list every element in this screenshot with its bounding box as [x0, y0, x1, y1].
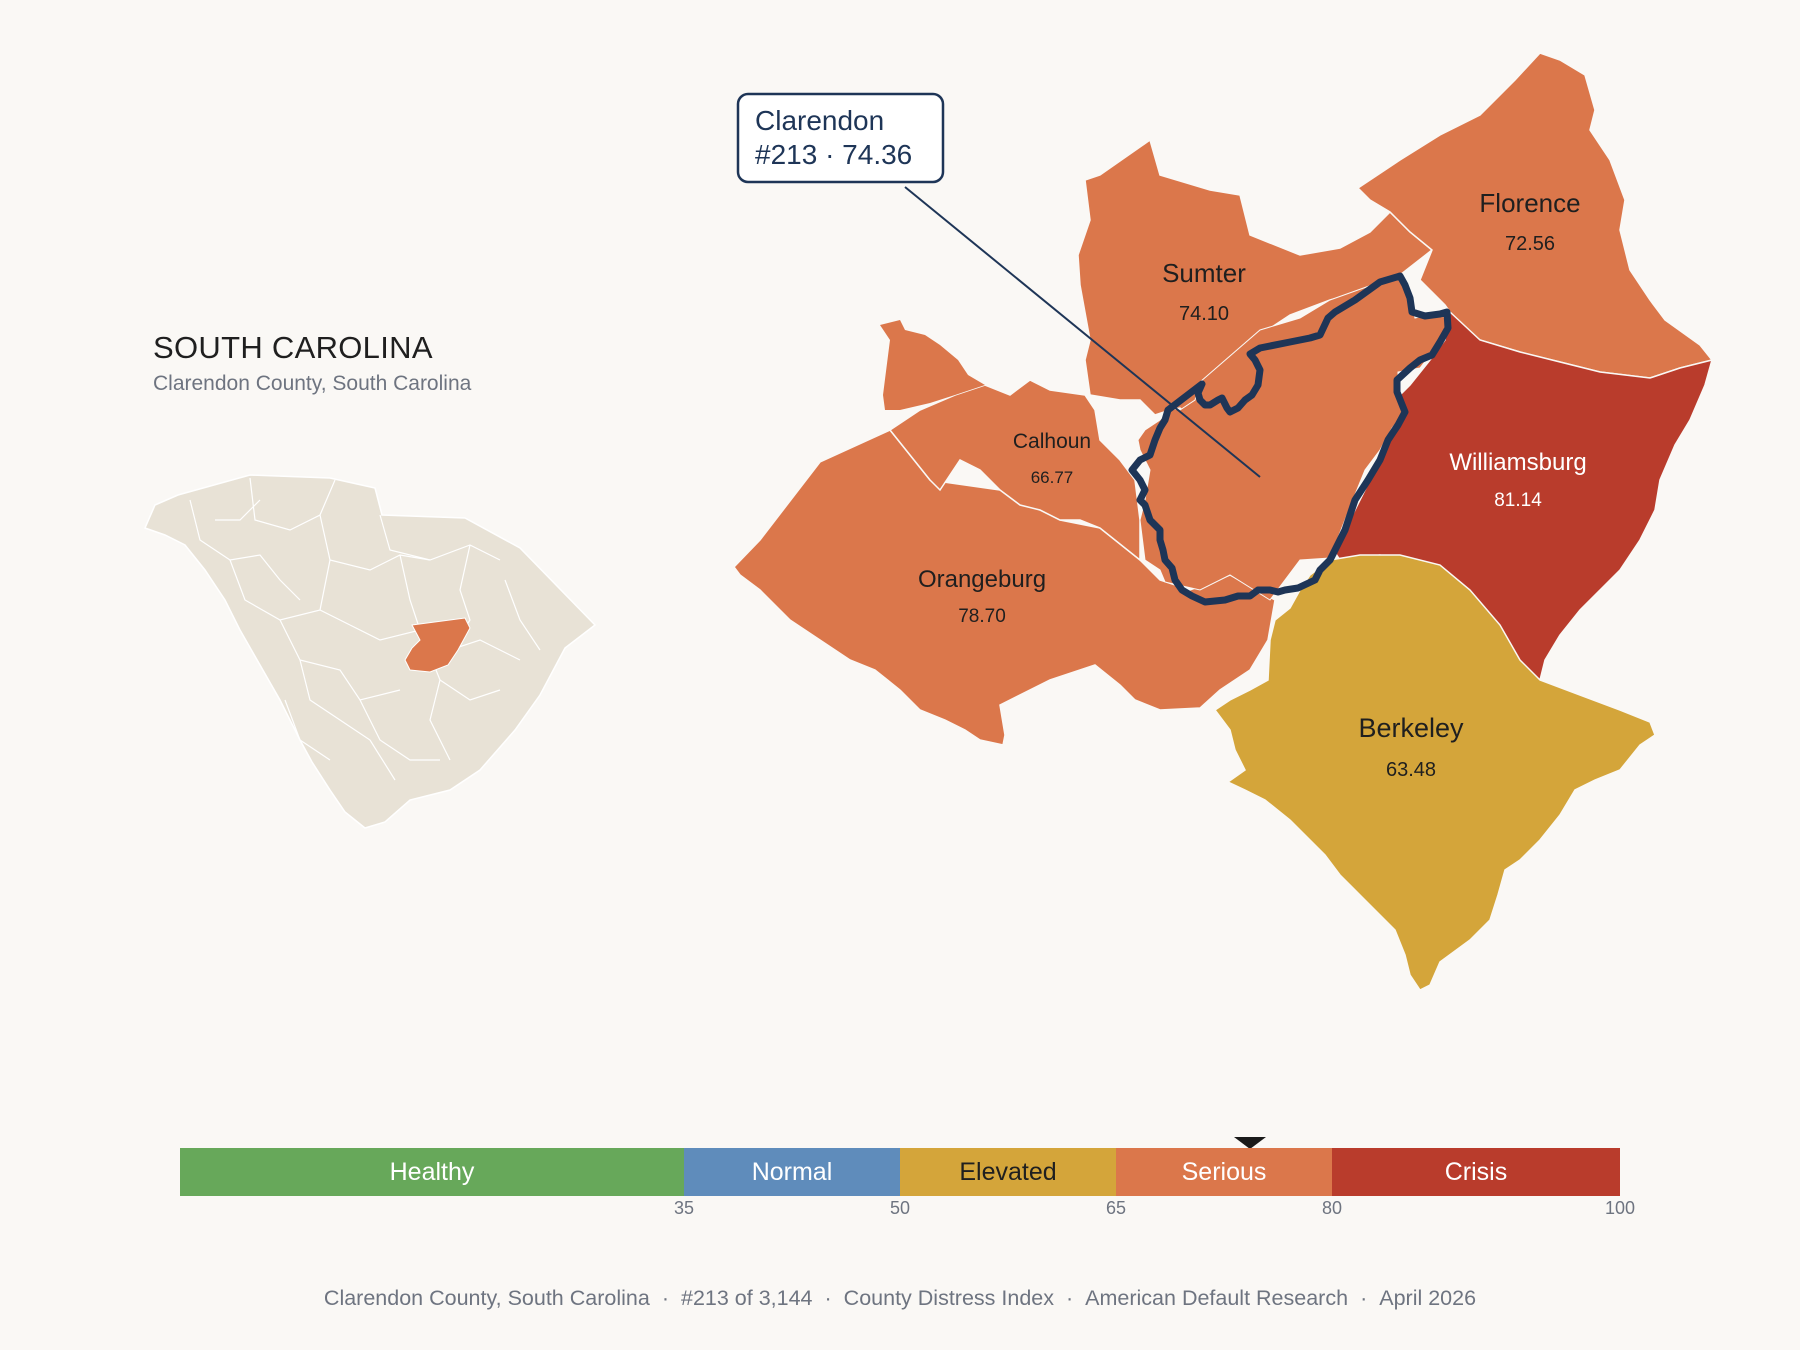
legend-label-crisis: Crisis — [1444, 1157, 1508, 1186]
legend-tick-50: 50 — [889, 1198, 911, 1218]
label-florence-value: 72.56 — [1505, 233, 1555, 255]
callout-county-name: Clarendon — [755, 105, 884, 136]
legend-band-elevated: Elevated — [900, 1148, 1116, 1196]
label-florence-name: Florence — [1479, 188, 1580, 218]
state-title: SOUTH CAROLINA — [153, 330, 433, 365]
legend-label-normal: Normal — [751, 1157, 833, 1186]
label-sumter-value: 74.10 — [1179, 303, 1229, 325]
legend-tick-80: 80 — [1321, 1198, 1343, 1218]
legend-tick-100: 100 — [1604, 1198, 1636, 1218]
callout-leader-line — [904, 186, 1261, 478]
label-orangeburg-value: 78.70 — [958, 606, 1006, 627]
legend-tick-35: 35 — [673, 1198, 695, 1218]
label-sumter-name: Sumter — [1162, 258, 1246, 288]
legend-band-normal: Normal — [684, 1148, 900, 1196]
neighbor-counties — [733, 52, 1714, 991]
inset-state-shape — [143, 474, 597, 829]
callout-rank-score: #213 · 74.36 — [755, 139, 912, 170]
inset-state-map — [143, 474, 597, 829]
label-orangeburg-name: Orangeburg — [918, 566, 1046, 593]
label-williamsburg-value: 81.14 — [1494, 490, 1542, 511]
legend-band-crisis: Crisis — [1332, 1148, 1620, 1196]
footer-caption: Clarendon County, South Carolina · #213 of… — [323, 1286, 1477, 1310]
county-labels: Sumter 74.10 Florence 72.56 Calhoun 66.7… — [918, 188, 1587, 781]
legend-band-serious: Serious — [1116, 1148, 1332, 1196]
legend-label-serious: Serious — [1181, 1157, 1267, 1186]
county-florence[interactable] — [1356, 52, 1714, 379]
label-calhoun-name: Calhoun — [1013, 430, 1091, 453]
focus-county-outline — [1128, 272, 1452, 606]
legend-label-elevated: Elevated — [959, 1157, 1057, 1186]
legend-marker — [1234, 1137, 1266, 1149]
legend-label-healthy: Healthy — [389, 1157, 475, 1186]
label-calhoun-value: 66.77 — [1031, 468, 1074, 487]
county-subtitle: Clarendon County, South Carolina — [153, 372, 472, 395]
legend-band-healthy: Healthy — [180, 1148, 684, 1196]
footer-date: April 2026 — [1379, 1286, 1477, 1310]
footer-county: Clarendon County, South Carolina — [323, 1286, 650, 1310]
county-sumter[interactable] — [1077, 138, 1434, 422]
county-orangeburg[interactable] — [733, 429, 1276, 761]
footer-index: County Distress Index — [843, 1286, 1054, 1310]
footer-rank: #213 of 3,144 — [680, 1286, 813, 1310]
legend-tick-65: 65 — [1105, 1198, 1127, 1218]
label-williamsburg-name: Williamsburg — [1449, 449, 1586, 476]
label-berkeley-name: Berkeley — [1358, 713, 1464, 743]
county-berkeley[interactable] — [1213, 554, 1656, 991]
footer-org: American Default Research — [1085, 1286, 1349, 1310]
inset-highlight-county — [404, 617, 471, 673]
label-berkeley-value: 63.48 — [1386, 759, 1436, 781]
county-calhoun-north — [880, 320, 985, 410]
callout-box — [736, 92, 945, 184]
